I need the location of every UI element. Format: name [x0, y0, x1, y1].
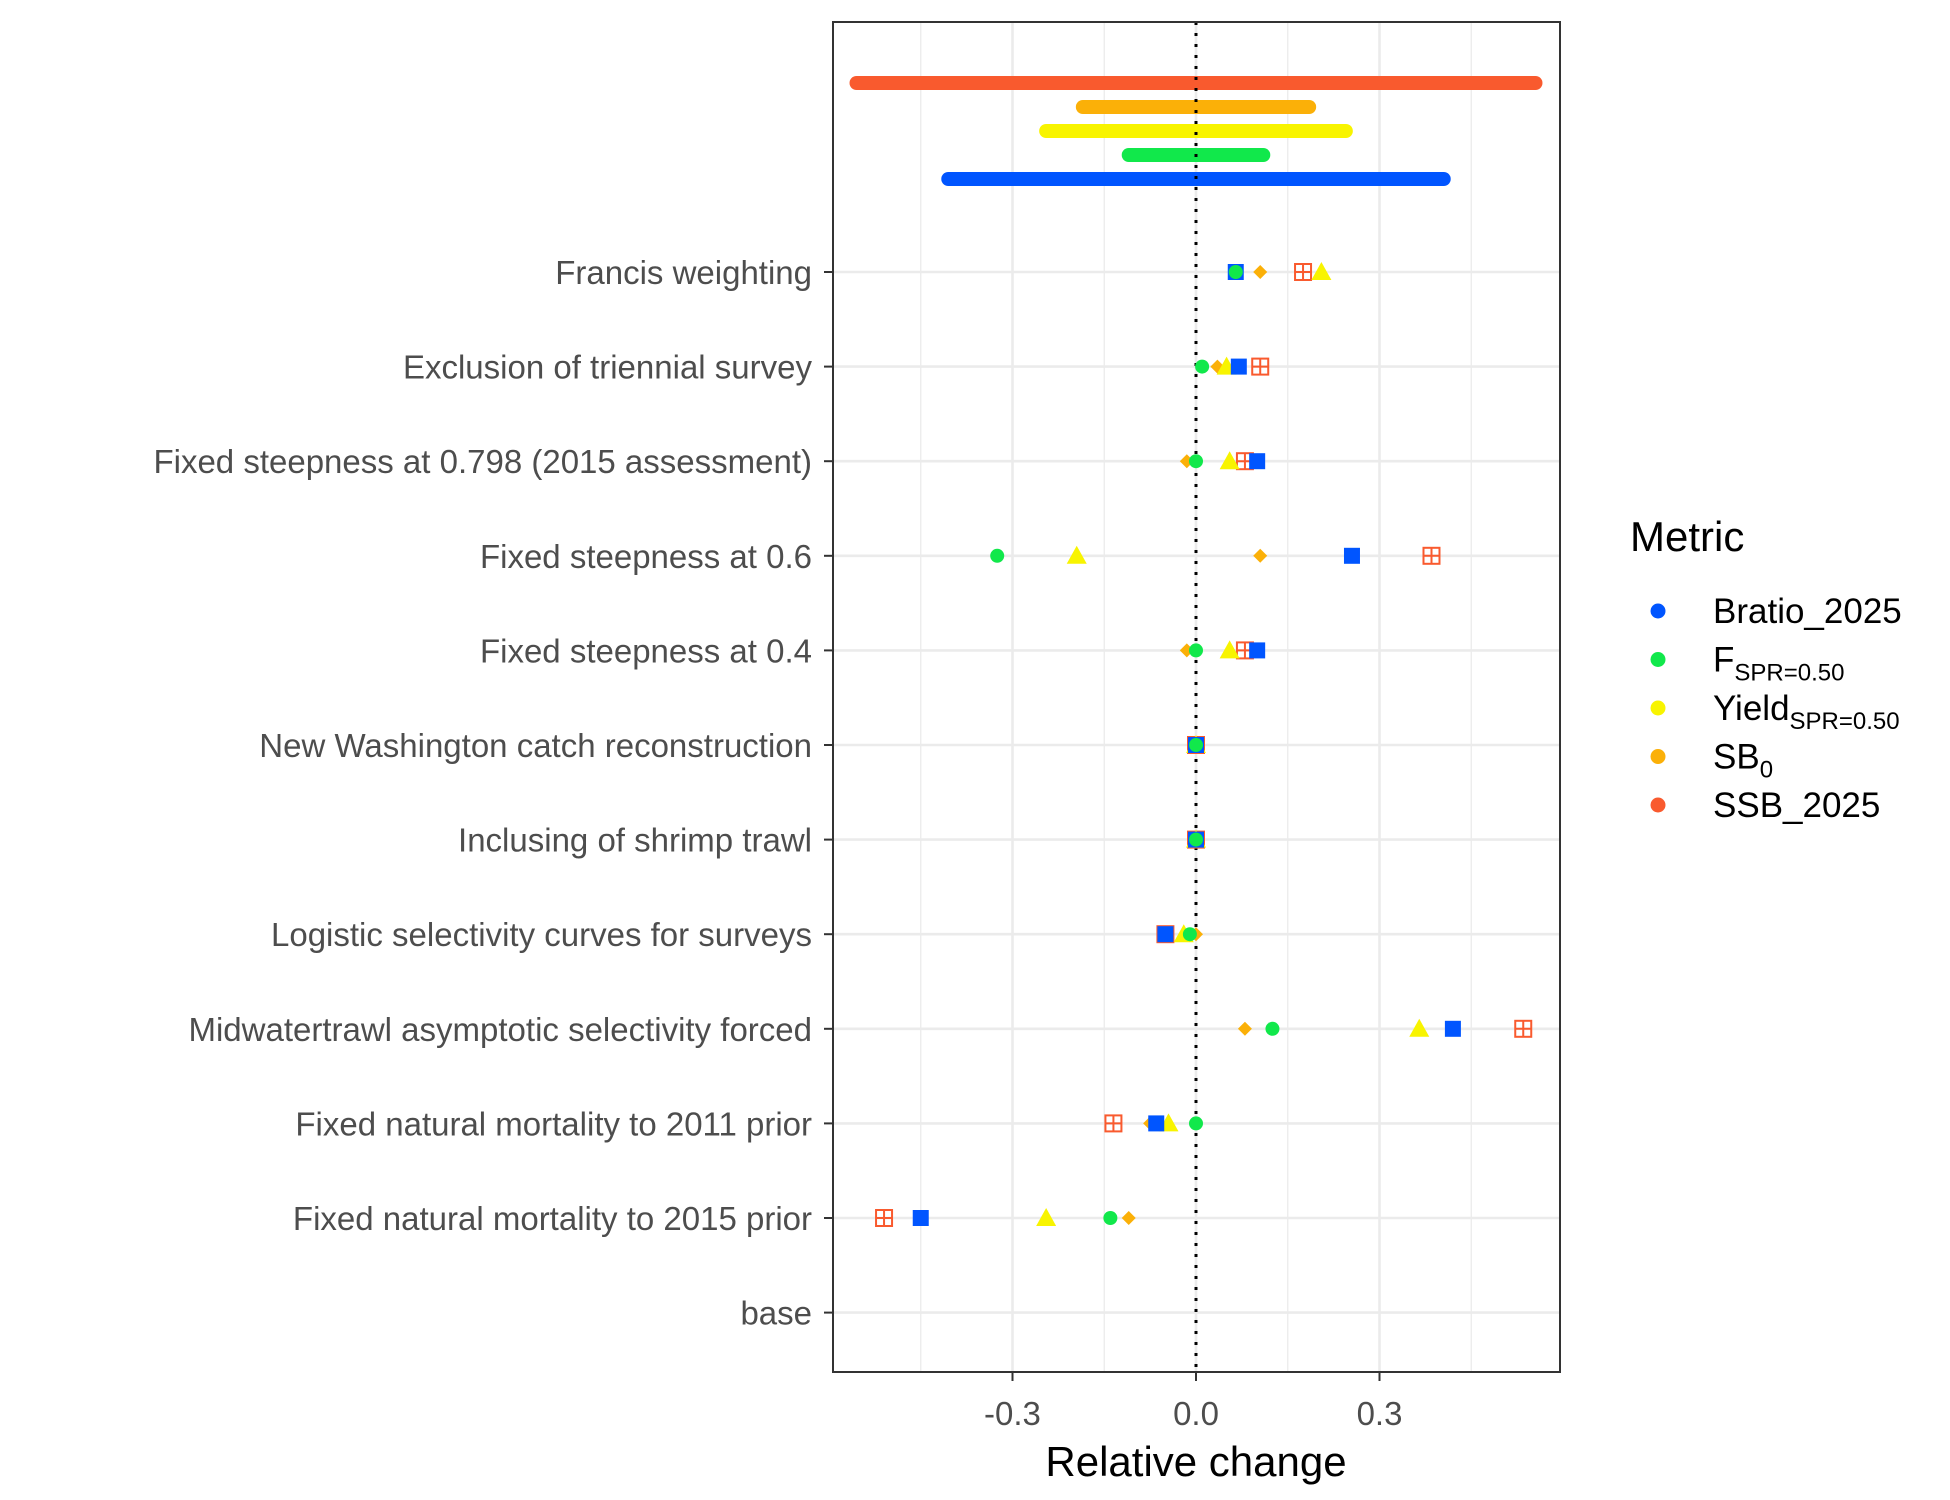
point-sb0 [1253, 265, 1268, 279]
point-fspr [1189, 1116, 1203, 1131]
point-yield [1219, 451, 1240, 470]
point-fspr [1189, 738, 1203, 752]
legend-key-fspr [1650, 652, 1666, 667]
legend-title: Metric [1630, 513, 1744, 560]
x-tick-label: 0.0 [1173, 1395, 1219, 1432]
point-fspr [1189, 643, 1203, 658]
point-yield [1066, 545, 1087, 564]
x-axis-label: Relative change [1045, 1438, 1346, 1485]
legend-key-bratio [1650, 603, 1666, 619]
point-yield [1219, 640, 1240, 659]
point-sb0 [1253, 548, 1268, 563]
legend-label-ssb: SSB_2025 [1713, 786, 1880, 825]
point-bratio [1249, 453, 1266, 470]
legend-label-subscript: 0 [1760, 757, 1773, 784]
x-tick-label: 0.3 [1357, 1395, 1403, 1432]
point-fspr [1103, 1211, 1118, 1225]
grid-layer [833, 22, 1560, 1372]
point-bratio [1444, 1020, 1461, 1037]
y-tick-label: Fixed steepness at 0.4 [480, 632, 812, 669]
point-bratio [912, 1210, 929, 1226]
point-ssb [1422, 546, 1441, 565]
y-tick-label: base [740, 1295, 812, 1332]
point-ssb [875, 1209, 894, 1227]
point-bratio [1249, 642, 1266, 659]
legend-label-text: SB [1713, 738, 1760, 777]
point-bratio [1230, 358, 1247, 375]
data-points [875, 262, 1533, 1227]
legend-label-text: Bratio_2025 [1713, 592, 1902, 631]
point-fspr [1265, 1021, 1280, 1036]
x-tick-label: -0.3 [984, 1395, 1041, 1432]
point-ssb [1294, 263, 1313, 281]
point-yield [1311, 262, 1332, 280]
y-tick-label: Midwatertrawl asymptotic selectivity for… [188, 1011, 812, 1048]
point-ssb [1514, 1019, 1533, 1038]
legend: Metric Bratio_2025FSPR=0.50YieldSPR=0.50… [1630, 513, 1902, 825]
point-fspr [1189, 454, 1203, 469]
legend-key-yield [1650, 700, 1666, 716]
y-axis: Francis weighting Exclusion of triennial … [153, 254, 833, 1332]
y-tick-label: Fixed natural mortality to 2015 prior [293, 1200, 812, 1237]
legend-label-sb0: SB0 [1713, 738, 1773, 784]
point-yield [1036, 1208, 1057, 1226]
legend-label-yield: YieldSPR=0.50 [1713, 689, 1900, 735]
point-sb0 [1121, 1211, 1136, 1225]
point-bratio [1148, 1115, 1165, 1132]
legend-label-text: F [1713, 641, 1734, 680]
legend-label-bratio: Bratio_2025 [1713, 592, 1902, 631]
y-tick-label: Inclusing of shrimp trawl [458, 822, 812, 859]
legend-label-text: SSB_2025 [1713, 786, 1880, 825]
point-yield [1409, 1018, 1430, 1037]
legend-label-subscript: SPR=0.50 [1790, 708, 1900, 735]
legend-key-ssb [1650, 797, 1666, 813]
y-tick-label: Fixed steepness at 0.6 [480, 538, 812, 575]
x-axis: -0.3 0.0 0.3 [984, 1372, 1402, 1432]
point-fspr [1195, 359, 1210, 374]
point-sb0 [1237, 1021, 1252, 1036]
y-tick-label: Fixed natural mortality to 2011 prior [295, 1105, 812, 1142]
y-tick-label: Logistic selectivity curves for surveys [271, 916, 812, 953]
legend-label-text: Yield [1713, 689, 1790, 728]
legend-key-sb0 [1650, 749, 1666, 764]
y-tick-label: Exclusion of triennial survey [403, 349, 813, 386]
legend-label-fspr: FSPR=0.50 [1713, 641, 1844, 687]
point-bratio [1157, 926, 1174, 943]
point-fspr [990, 548, 1005, 563]
point-fspr [1182, 927, 1197, 942]
point-fspr [1189, 832, 1203, 847]
point-fspr [1228, 265, 1243, 279]
y-tick-label: New Washington catch reconstruction [259, 727, 812, 764]
y-tick-label: Fixed steepness at 0.798 (2015 assessmen… [153, 443, 812, 480]
legend-label-subscript: SPR=0.50 [1734, 660, 1844, 687]
point-ssb [1251, 357, 1270, 376]
y-tick-label: Francis weighting [555, 254, 812, 291]
point-ssb [1104, 1114, 1123, 1133]
point-bratio [1343, 547, 1360, 564]
